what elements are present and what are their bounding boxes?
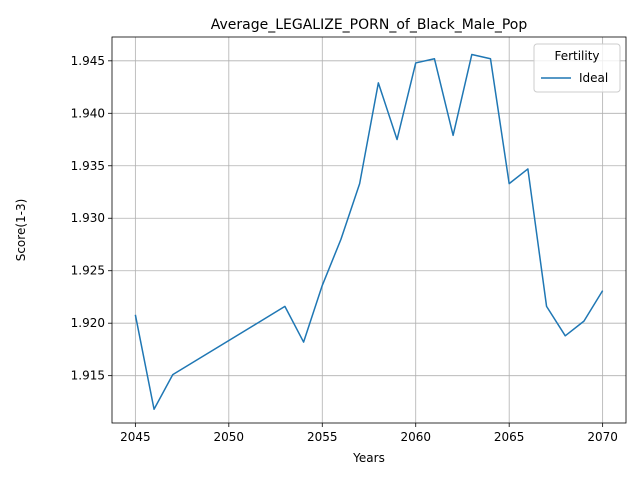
y-tick-label: 1.940 (71, 106, 105, 120)
grid-layer (112, 37, 626, 423)
y-tick-label: 1.920 (71, 316, 105, 330)
x-tick-label: 2060 (400, 430, 431, 444)
x-tick-label: 2055 (307, 430, 338, 444)
legend-label-ideal: Ideal (579, 71, 608, 85)
y-tick-label: 1.930 (71, 211, 105, 225)
y-tick-label: 1.945 (71, 54, 105, 68)
x-tick-label: 2045 (120, 430, 151, 444)
x-tick-label: 2070 (587, 430, 618, 444)
plot-frame (111, 36, 627, 424)
chart-title: Average_LEGALIZE_PORN_of_Black_Male_Pop (211, 17, 528, 33)
series-layer (134, 53, 604, 410)
x-tick-label: 2065 (494, 430, 525, 444)
y-tick-label: 1.915 (71, 369, 105, 383)
tick-layer: 2045 2050 2055 2060 2065 2070 1.915 1.920 1.925 1… (71, 54, 618, 444)
legend-box (533, 43, 621, 93)
legend: Fertility Ideal (533, 43, 621, 93)
y-axis-label: Score(1-3) (14, 199, 28, 262)
series-line-ideal (134, 53, 604, 410)
y-tick-label: 1.925 (71, 264, 105, 278)
x-axis-label: Years (352, 451, 385, 465)
legend-title: Fertility (554, 49, 599, 63)
y-tick-label: 1.935 (71, 159, 105, 173)
x-tick-label: 2050 (214, 430, 245, 444)
